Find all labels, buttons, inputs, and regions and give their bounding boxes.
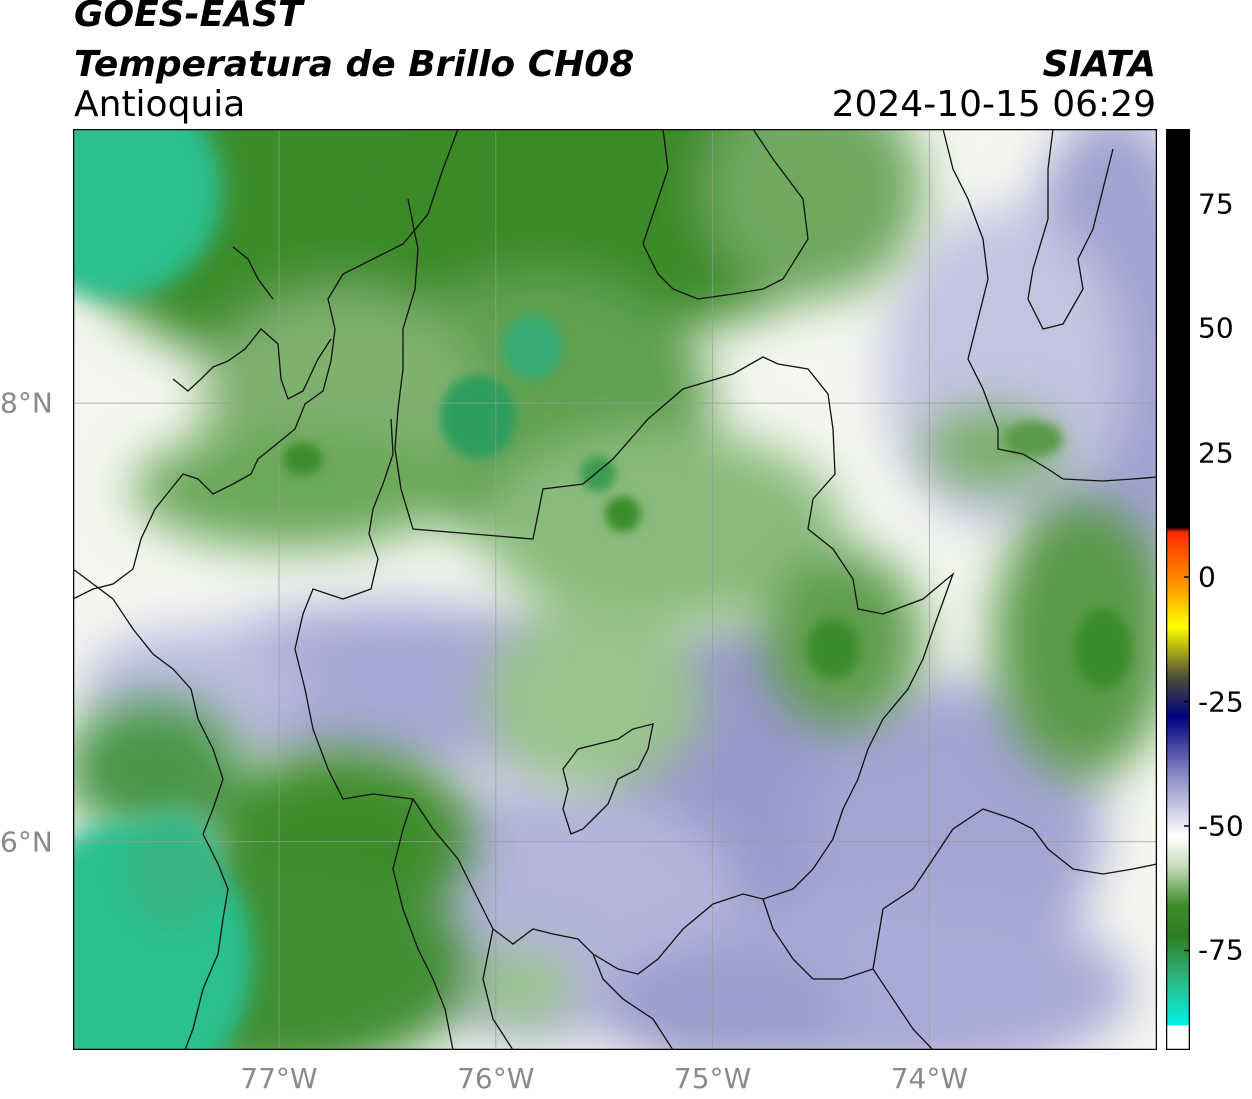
product-title: Temperatura de Brillo CH08	[74, 44, 635, 85]
map-frame	[73, 129, 1157, 1050]
region-label: Antioquia	[74, 84, 246, 125]
lon-tick-label: 74°W	[890, 1062, 969, 1095]
colorbar-tick-label: -25	[1198, 685, 1244, 718]
department-boundary-south	[592, 808, 1157, 1050]
coastline-pacific	[73, 568, 229, 1050]
colorbar-tick-label: 25	[1198, 436, 1234, 470]
lon-tick-label: 75°W	[673, 1062, 752, 1095]
colorbar-tick-label: -50	[1198, 809, 1244, 843]
colorbar-tick-label: 50	[1198, 311, 1234, 345]
timestamp-label: 2024-10-15 06:29	[831, 84, 1156, 125]
organization-label: SIATA	[1042, 44, 1156, 85]
colorbar-frame	[1166, 129, 1190, 1050]
cloud-field-teal	[73, 129, 253, 1050]
antioquia-boundary	[294, 198, 955, 975]
lon-tick-label: 76°W	[457, 1062, 535, 1095]
municipal-boundary-aburra	[562, 723, 654, 835]
lon-tick-label: 77°W	[240, 1062, 318, 1095]
coastline-uraba-gulf	[172, 246, 332, 400]
boundaries	[73, 129, 1157, 1050]
department-boundary-east	[942, 129, 1157, 482]
coastline-caribbean	[73, 129, 459, 600]
colorbar-tick-label: 75	[1198, 187, 1234, 221]
colorbar-tick-label: 0	[1198, 560, 1216, 594]
department-boundary-north	[642, 129, 809, 300]
brightness-temperature-map	[73, 129, 1157, 1050]
lat-tick-label: 8°N	[0, 386, 53, 420]
department-boundary-southwest	[392, 798, 514, 1050]
department-boundary-northeast	[1027, 129, 1114, 330]
convective-cores	[283, 315, 1131, 689]
lat-lon-grid	[73, 129, 1157, 1050]
colorbar-gradient	[1166, 129, 1190, 1050]
colorbar	[1166, 129, 1190, 1050]
colorbar-tick-label: -75	[1198, 933, 1244, 967]
lat-tick-label: 6°N	[0, 825, 53, 859]
satellite-title: GOES-EAST	[74, 0, 303, 35]
